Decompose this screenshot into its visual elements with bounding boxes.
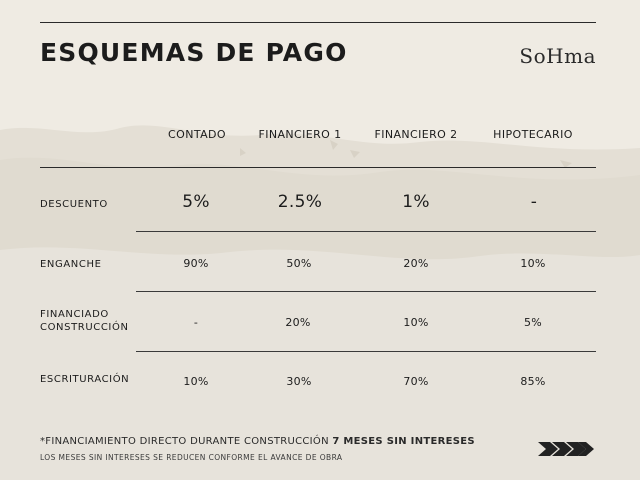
financing-subnote: LOS MESES SIN INTERESES SE REDUCEN CONFO… [40,453,343,462]
column-header-financiero-2: FINANCIERO 2 [374,128,458,141]
page-title: ESQUEMAS DE PAGO [40,38,348,67]
row-label-descuento: DESCUENTO [40,199,108,210]
column-header-financiero-1: FINANCIERO 1 [258,128,342,141]
table-cell: 10% [403,316,429,329]
table-cell: 10% [183,375,209,388]
financing-note-text: *FINANCIAMIENTO DIRECTO DURANTE CONSTRUC… [40,436,333,447]
table-header: CONTADO FINANCIERO 1 FINANCIERO 2 HIPOTE… [0,128,640,144]
table-cell: 2.5% [277,192,323,212]
table-cell: - [193,316,199,329]
table-cell: 85% [520,375,546,388]
table-cell: 30% [286,375,312,388]
financing-note-emphasis: 7 MESES SIN INTERESES [332,436,475,447]
table-cell: 70% [403,375,429,388]
table-cell: 90% [183,257,209,270]
table-cell: 10% [520,257,546,270]
row-label-escrituracion: ESCRITURACIÓN [40,374,130,385]
table-cell: 20% [403,257,429,270]
row-divider [136,291,596,292]
row-label-financiado-construccion: FINANCIADO CONSTRUCCIÓN [40,309,129,333]
header-divider [40,167,596,168]
table-cell: 1% [402,192,430,212]
row-divider [136,351,596,352]
top-divider [40,22,596,23]
table-cell: 50% [286,257,312,270]
table-cell: 5% [182,192,210,212]
row-label-enganche: ENGANCHE [40,259,102,270]
table-cell: 5% [523,316,543,329]
chevrons-right-icon [538,442,594,456]
brand-logo: SoHma [519,44,596,68]
column-header-hipotecario: HIPOTECARIO [493,128,573,141]
column-header-contado: CONTADO [168,128,226,141]
financing-note: *FINANCIAMIENTO DIRECTO DURANTE CONSTRUC… [40,436,475,447]
table-cell: - [530,192,538,212]
table-cell: 20% [285,316,311,329]
row-divider [136,231,596,232]
